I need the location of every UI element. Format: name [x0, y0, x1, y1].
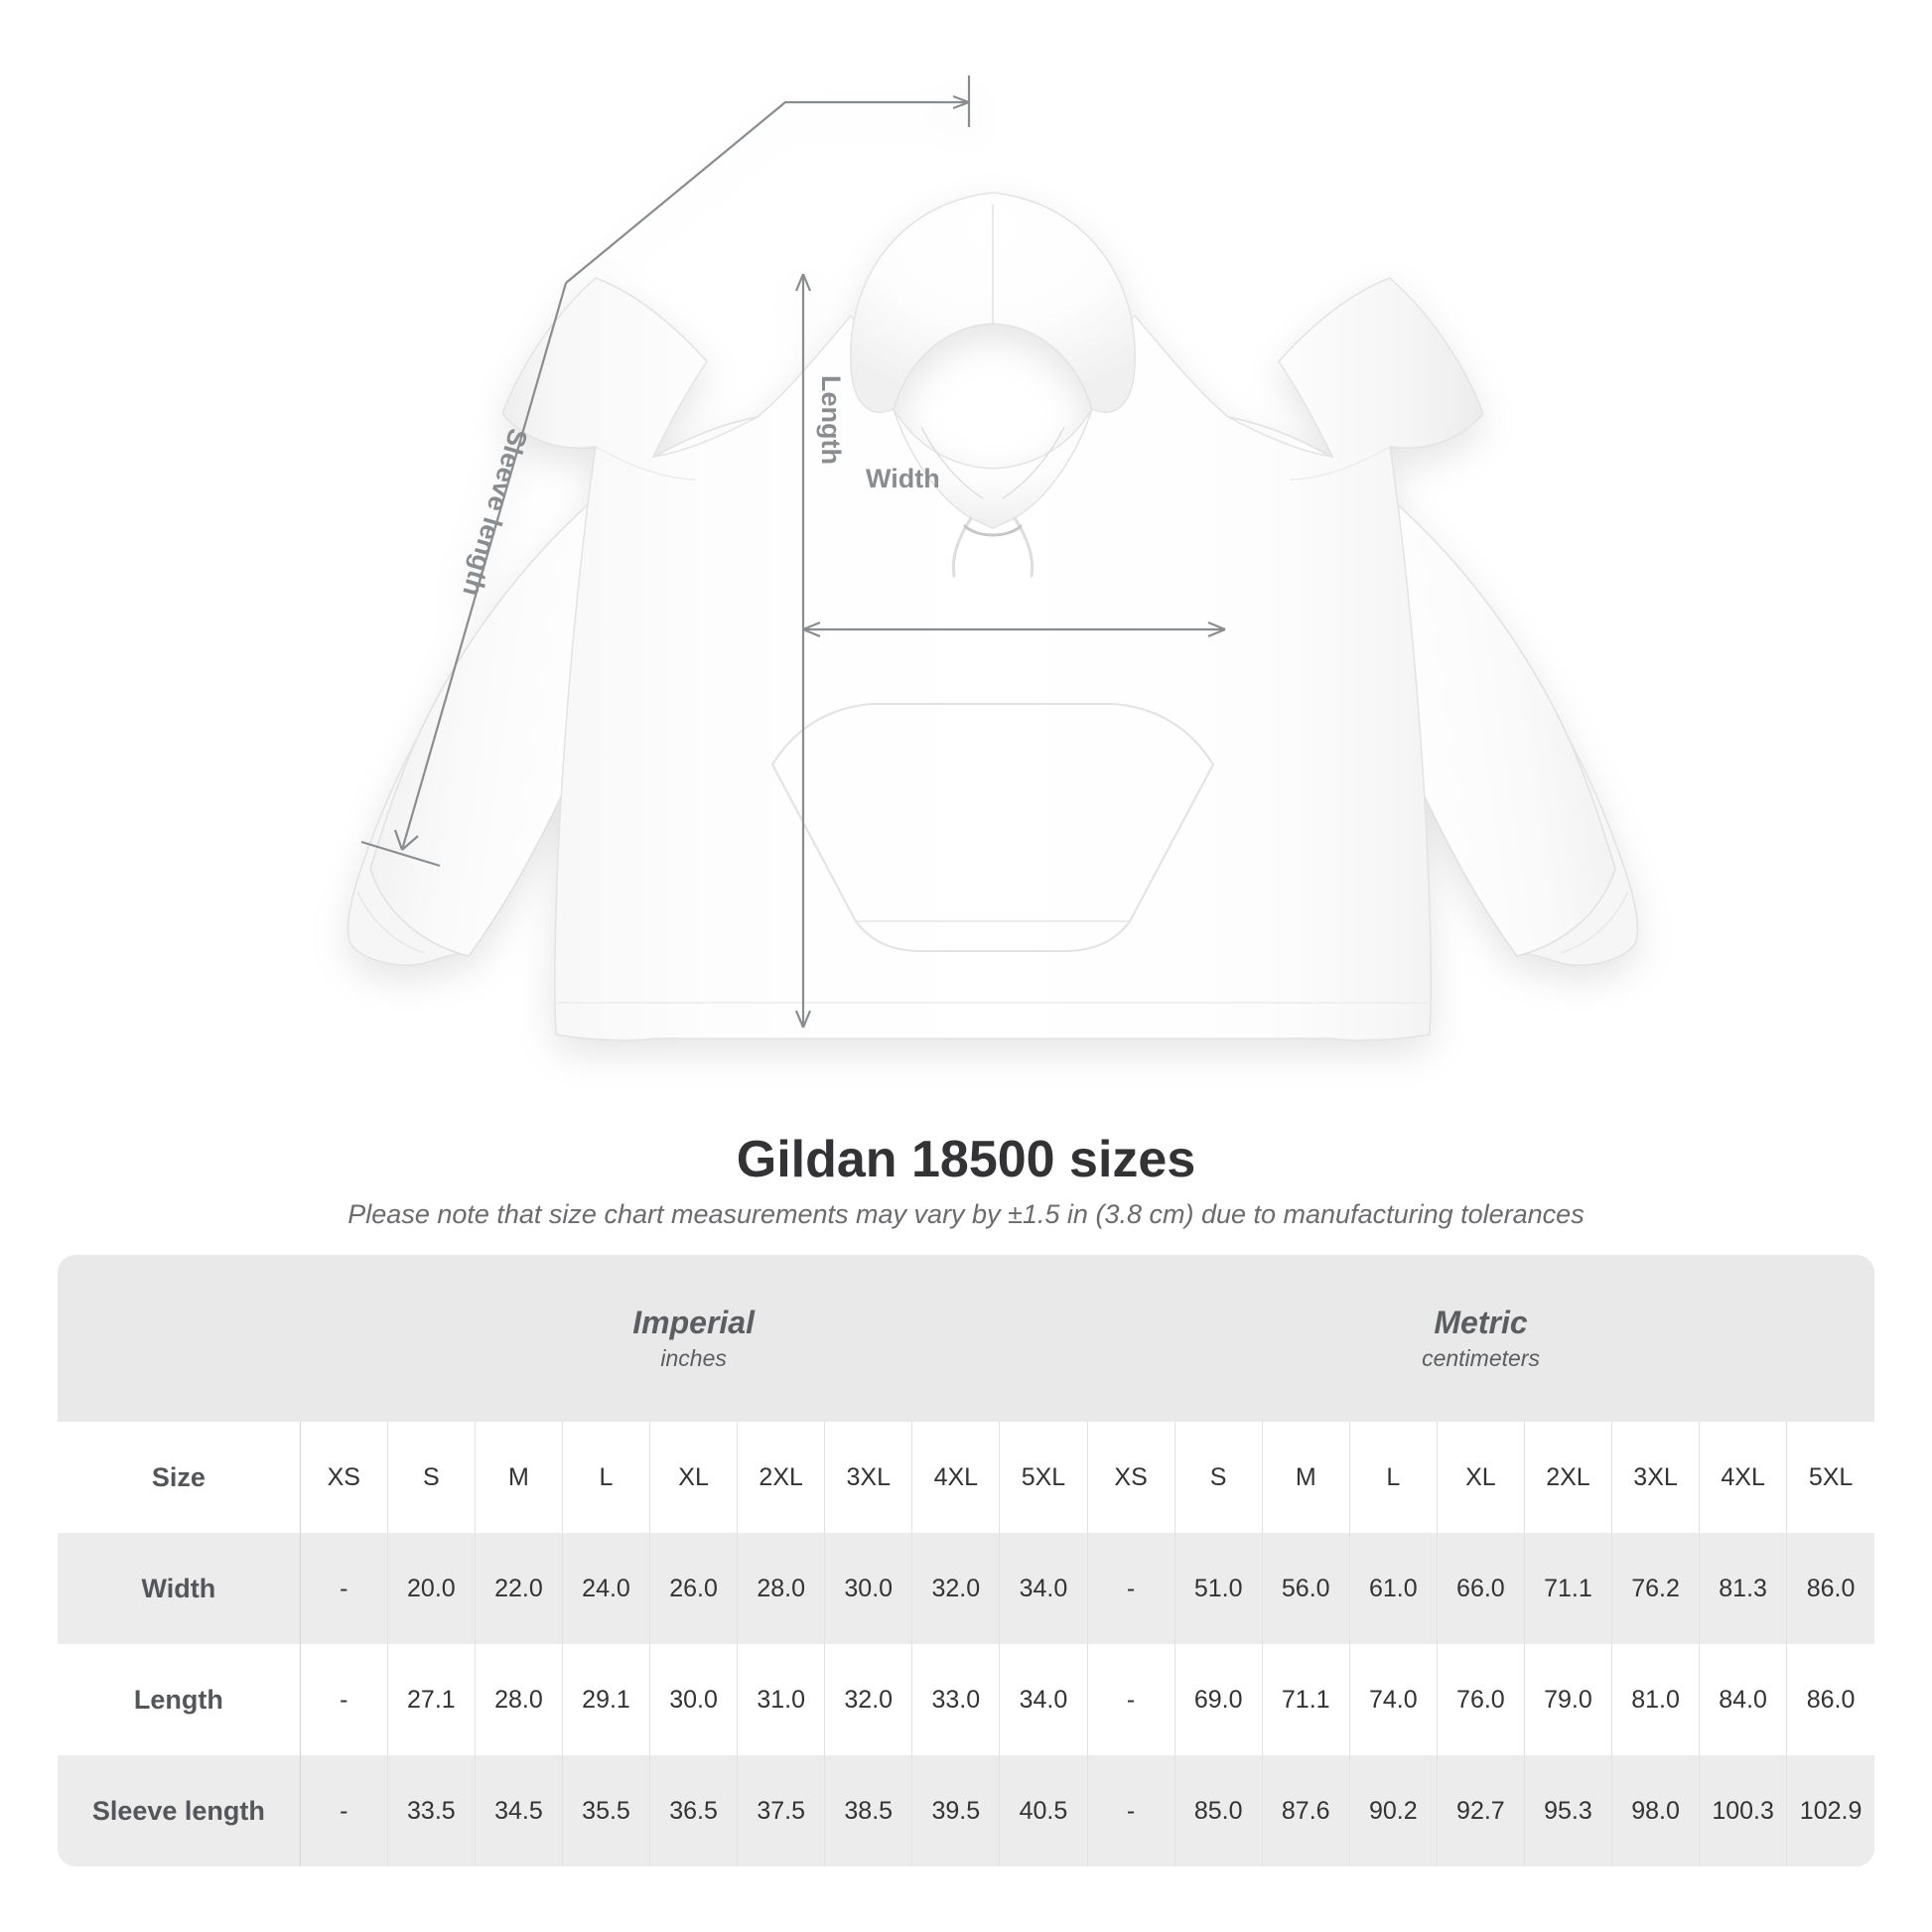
svg-text:Length: Length [816, 375, 846, 465]
svg-text:Width: Width [866, 464, 940, 493]
